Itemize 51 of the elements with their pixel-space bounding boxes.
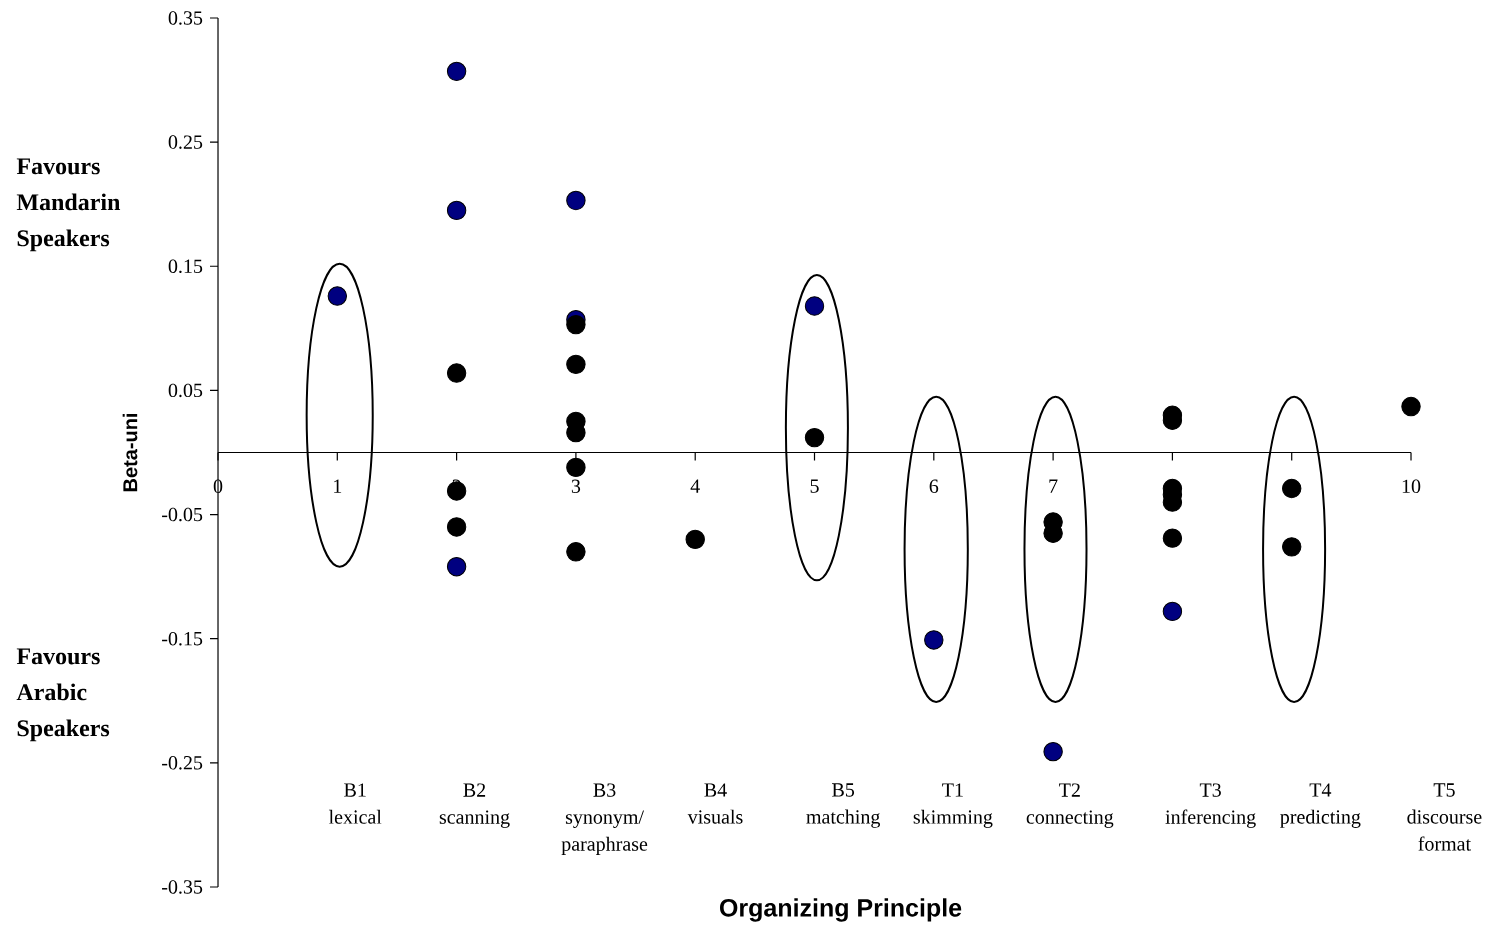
y-tick-label: -0.15 xyxy=(162,631,203,646)
point xyxy=(1162,601,1183,621)
point xyxy=(327,286,348,306)
point xyxy=(446,517,467,537)
annotation: B2 scanning xyxy=(439,783,510,828)
annotation: T2 connecting xyxy=(1026,783,1114,828)
point xyxy=(1282,536,1302,557)
point xyxy=(924,630,944,650)
annotation: T4 predicting xyxy=(1280,783,1361,828)
x-axis-title: Organizing Principle xyxy=(720,898,962,922)
annotation: T3 inferencing xyxy=(1165,783,1256,828)
point xyxy=(566,457,586,477)
annotation: T5 discourse format xyxy=(1407,783,1482,851)
point xyxy=(446,556,467,577)
annotation: B3 synonym/ paraphrase xyxy=(561,783,648,855)
x-tick-label: 5 xyxy=(810,479,819,493)
point xyxy=(446,200,467,220)
point xyxy=(566,314,586,335)
x-tick-label: 7 xyxy=(1049,479,1058,493)
point xyxy=(1043,741,1063,762)
annotation: B1 lexical xyxy=(328,783,382,824)
point xyxy=(1282,478,1302,499)
x-tick-label: 4 xyxy=(690,479,700,493)
annotation: T1 skimming xyxy=(913,783,993,828)
annotation: B4 visuals xyxy=(687,783,743,824)
point xyxy=(566,541,586,562)
x-tick-label: 10 xyxy=(1402,479,1421,493)
y-tick-label: -0.35 xyxy=(162,880,203,894)
y-tick-label: 0.15 xyxy=(168,259,203,273)
x-tick-label: 6 xyxy=(929,479,939,493)
point xyxy=(1401,396,1421,417)
y-axis-title: Beta-uni xyxy=(122,413,138,491)
y-tick-label: 0.05 xyxy=(168,383,203,398)
point xyxy=(804,296,825,316)
y-tick-label: 0.25 xyxy=(168,135,203,149)
point xyxy=(446,61,467,81)
point xyxy=(446,363,467,383)
point xyxy=(685,529,705,549)
point xyxy=(804,427,825,448)
point xyxy=(566,354,586,374)
point xyxy=(446,481,467,501)
point xyxy=(1162,528,1183,548)
text: Favours Arabic Speakers xyxy=(16,648,110,742)
y-tick-label: -0.25 xyxy=(162,755,203,770)
x-tick-label: 3 xyxy=(571,479,581,493)
x-tick-label: 1 xyxy=(334,479,342,493)
y-tick-label: -0.05 xyxy=(162,507,203,522)
text: Favours Mandarin Speakers xyxy=(16,158,121,252)
point xyxy=(566,190,586,211)
annotation: B5 matching xyxy=(806,783,881,828)
y-tick-label: 0.35 xyxy=(168,11,203,25)
